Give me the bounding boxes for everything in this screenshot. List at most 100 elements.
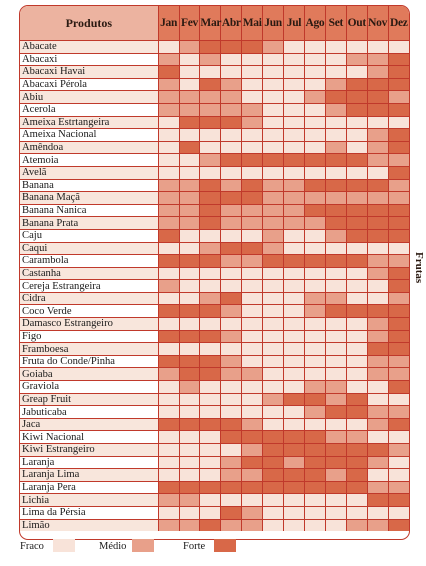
- availability-cell: [158, 405, 180, 419]
- header-month: Out: [346, 6, 368, 41]
- availability-cell: [241, 90, 264, 104]
- availability-cell: [199, 493, 222, 507]
- availability-cell: [199, 254, 222, 268]
- product-name-cell: Banana Maçã: [20, 191, 159, 205]
- availability-cell: [346, 165, 368, 180]
- availability-cell: [283, 165, 305, 180]
- availability-cell: [325, 291, 347, 305]
- availability-cell: [262, 153, 285, 167]
- availability-cell: [283, 405, 305, 419]
- header-month: Jan: [158, 6, 180, 41]
- availability-cell: [220, 392, 243, 406]
- table-row: Castanha: [20, 266, 409, 280]
- availability-cell: [346, 342, 368, 356]
- availability-cell: [241, 329, 264, 343]
- table-row: Greap Fruit: [20, 392, 409, 406]
- product-name-cell: Framboesa: [20, 342, 159, 356]
- availability-cell: [367, 153, 389, 167]
- header-month: Jul: [283, 6, 305, 41]
- availability-cell: [220, 291, 243, 305]
- availability-cell: [262, 480, 285, 494]
- availability-cell: [158, 505, 180, 520]
- availability-cell: [388, 279, 409, 293]
- product-name-cell: Greap Fruit: [20, 392, 159, 406]
- availability-cell: [199, 279, 222, 293]
- availability-cell: [241, 216, 264, 230]
- availability-cell: [283, 455, 305, 469]
- availability-cell: [325, 228, 347, 242]
- availability-cell: [262, 128, 285, 142]
- availability-cell: [179, 493, 201, 507]
- table-row: Banana Prata: [20, 216, 409, 230]
- availability-cell: [283, 367, 305, 381]
- availability-cell: [262, 380, 285, 394]
- availability-cell: [179, 417, 201, 431]
- availability-cell: [241, 178, 264, 192]
- availability-cell: [388, 77, 409, 91]
- availability-cell: [346, 279, 368, 293]
- table-row: Acerola: [20, 102, 409, 117]
- availability-cell: [241, 40, 264, 54]
- availability-cell: [262, 342, 285, 356]
- availability-cell: [283, 90, 305, 104]
- table-row: Abacaxi Pérola: [20, 77, 409, 91]
- availability-cell: [220, 52, 243, 66]
- header-products: Produtos: [20, 6, 159, 41]
- availability-cell: [367, 140, 389, 154]
- availability-cell: [220, 480, 243, 494]
- table-row: Jabuticaba: [20, 405, 409, 419]
- product-name-cell: Carambola: [20, 254, 159, 268]
- availability-cell: [367, 254, 389, 268]
- header-month: Abr: [220, 6, 243, 41]
- availability-cell: [220, 468, 243, 482]
- availability-cell: [220, 128, 243, 142]
- availability-cell: [158, 430, 180, 444]
- availability-cell: [367, 228, 389, 242]
- availability-cell: [325, 392, 347, 406]
- availability-cell: [179, 52, 201, 66]
- availability-cell: [304, 304, 326, 318]
- availability-cell: [388, 90, 409, 104]
- availability-cell: [158, 342, 180, 356]
- availability-cell: [346, 203, 368, 217]
- availability-cell: [283, 380, 305, 394]
- availability-cell: [325, 254, 347, 268]
- availability-cell: [283, 191, 305, 205]
- availability-cell: [179, 203, 201, 217]
- table-body: Abacate Abacaxi Abacaxi Havai Abacaxi Pérol…: [20, 40, 409, 532]
- product-name-cell: Acerola: [20, 102, 159, 117]
- availability-cell: [346, 317, 368, 331]
- availability-cell: [262, 40, 285, 54]
- availability-cell: [367, 178, 389, 192]
- availability-cell: [283, 77, 305, 91]
- availability-cell: [346, 329, 368, 343]
- availability-cell: [179, 90, 201, 104]
- availability-cell: [325, 430, 347, 444]
- availability-cell: [388, 140, 409, 154]
- availability-cell: [304, 505, 326, 520]
- availability-cell: [158, 367, 180, 381]
- availability-cell: [367, 392, 389, 406]
- table-row: Graviola: [20, 380, 409, 394]
- availability-cell: [241, 266, 264, 280]
- availability-cell: [179, 77, 201, 91]
- product-name-cell: Laranja Pera: [20, 480, 159, 494]
- availability-cell: [262, 443, 285, 457]
- availability-cell: [388, 115, 409, 129]
- table-row: Avelã: [20, 165, 409, 180]
- availability-cell: [304, 241, 326, 255]
- availability-cell: [179, 216, 201, 230]
- availability-cell: [304, 191, 326, 205]
- availability-cell: [325, 417, 347, 431]
- availability-cell: [241, 468, 264, 482]
- availability-cell: [283, 417, 305, 431]
- header-month: Fev: [179, 6, 201, 41]
- seasonality-table-panel: Produtos Jan Fev Mar Abr Mai Jun Jul Ago…: [19, 5, 410, 540]
- availability-cell: [220, 228, 243, 242]
- availability-cell: [262, 102, 285, 117]
- availability-cell: [158, 203, 180, 217]
- availability-cell: [346, 102, 368, 117]
- availability-cell: [346, 518, 368, 532]
- table-row: Lichia: [20, 493, 409, 507]
- availability-cell: [304, 392, 326, 406]
